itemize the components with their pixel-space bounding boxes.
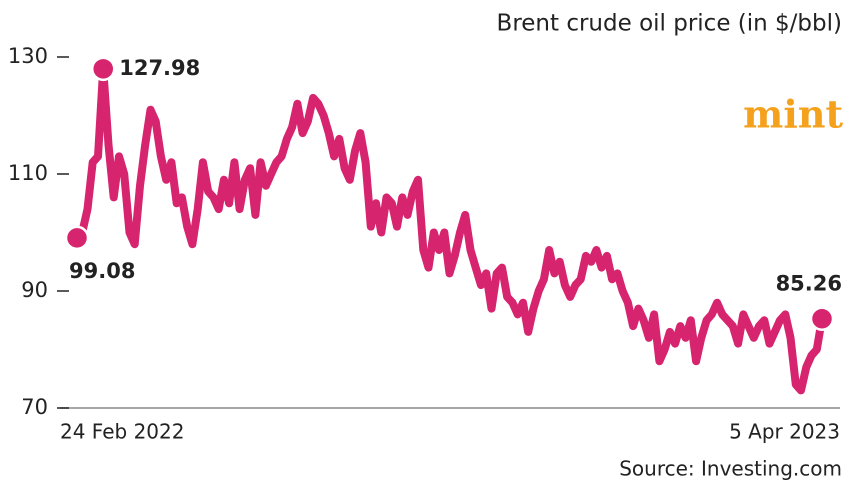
x-tick-label: 5 Apr 2023 [729,420,840,444]
y-tick-label: 70 [21,395,48,419]
chart-title: Brent crude oil price (in $/bbl) [497,11,842,37]
logo: mint [743,92,843,137]
data-label: 127.98 [119,56,200,80]
point-marker [64,225,90,251]
price-line [73,64,826,395]
x-tick-label: 24 Feb 2022 [60,420,184,444]
point-marker [90,56,116,82]
data-label: 99.08 [69,259,135,283]
y-tick-label: 90 [21,278,48,302]
y-tick-label: 130 [8,44,48,68]
data-label: 85.26 [776,272,842,296]
y-tick-label: 110 [8,161,48,185]
source: Source: Investing.com [619,457,842,481]
point-marker [809,306,835,331]
